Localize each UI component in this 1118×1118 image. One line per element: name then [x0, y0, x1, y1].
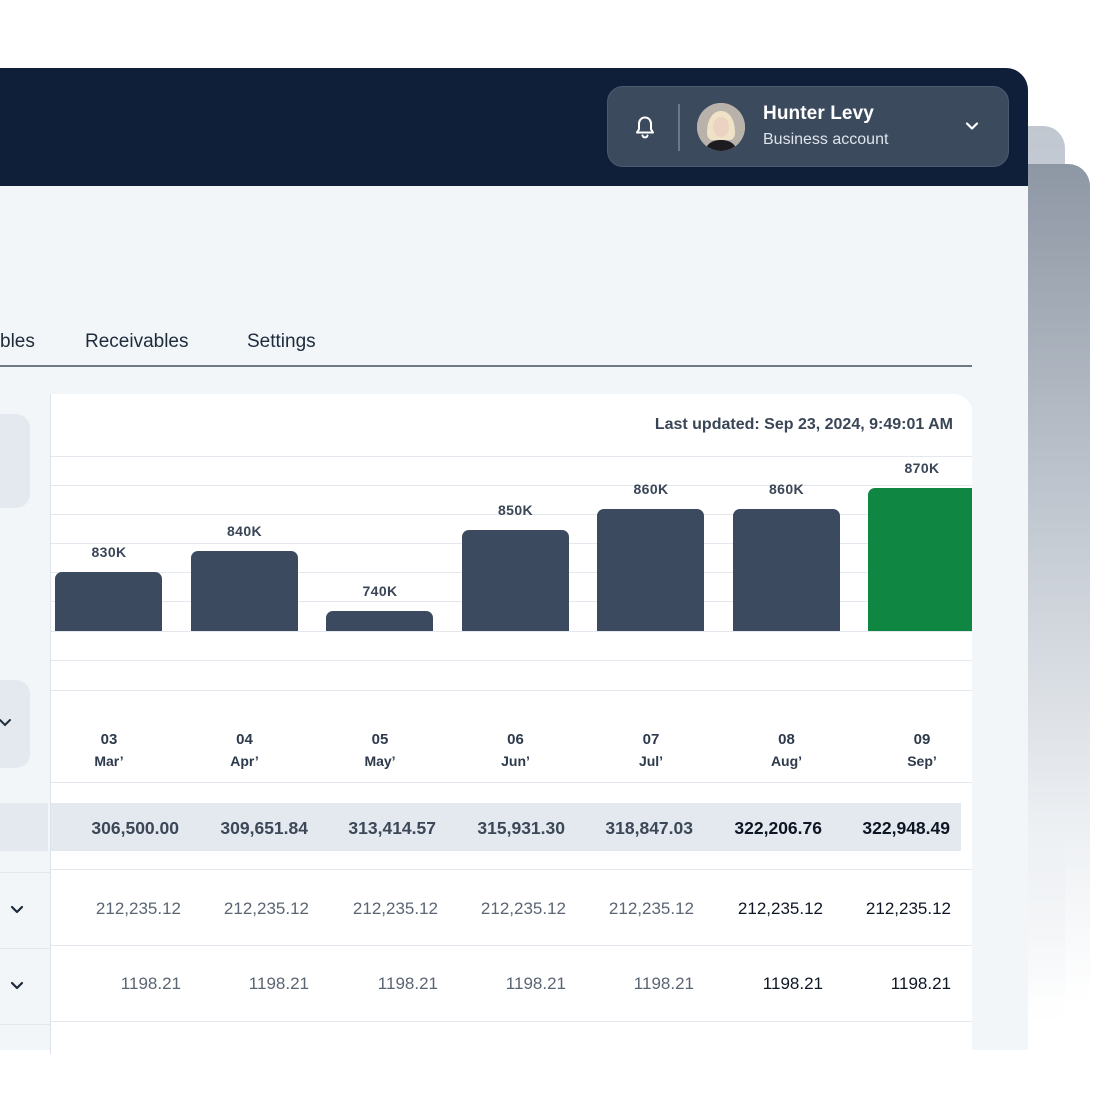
bar-7[interactable] [597, 509, 704, 631]
last-updated: Last updated: Sep 23, 2024, 9:49:01 AM [654, 416, 953, 433]
row-value: 1198.21 [762, 974, 823, 993]
month-column-header: 09 Sep’ [907, 731, 937, 769]
total-value: 322,206.76 [734, 818, 822, 838]
bar-3[interactable] [55, 572, 162, 631]
totals-row [51, 803, 961, 851]
bar-5[interactable] [326, 611, 433, 631]
total-value: 306,500.00 [91, 818, 179, 838]
bar-8[interactable] [732, 509, 840, 631]
row-value: 212,235.12 [608, 899, 694, 918]
row-value: 212,235.12 [95, 899, 181, 918]
tab-settings[interactable]: Settings [247, 331, 316, 352]
row-value: 1198.21 [248, 974, 309, 993]
total-value: 318,847.03 [605, 818, 693, 838]
row-value: 1198.21 [120, 974, 181, 993]
tab-receivables[interactable]: Receivables [85, 331, 189, 352]
table-separator [51, 945, 972, 946]
expand-row-chevron-icon[interactable] [10, 979, 24, 993]
top-bar: Hunter Levy Business account [0, 68, 1028, 186]
month-column-header: 05 May’ [364, 731, 396, 769]
side-separator [0, 948, 50, 949]
row-value: 212,235.12 [865, 899, 951, 918]
total-value: 322,948.49 [862, 818, 950, 838]
cashflow-card: Last updated: Sep 23, 2024, 9:49:01 AM 8… [50, 394, 972, 1054]
row-value: 1198.21 [890, 974, 951, 993]
gridline [51, 456, 972, 457]
side-separator [0, 872, 50, 873]
table-separator [51, 782, 972, 783]
bar-value-label: 860K [633, 481, 669, 498]
side-row-total [0, 803, 48, 851]
tab-payables[interactable]: bles [0, 331, 35, 352]
table-separator [51, 1021, 972, 1022]
gridline [51, 660, 972, 661]
month-column-header: 08 Aug’ [770, 731, 803, 769]
profile-menu[interactable]: Hunter Levy Business account [607, 86, 1009, 167]
chevron-down-icon[interactable] [964, 118, 980, 134]
chevron-down-icon [0, 719, 11, 727]
month-column-header: 04 Apr’ [230, 731, 259, 769]
gridline [51, 514, 972, 515]
bar-value-label: 840K [226, 523, 263, 540]
bar-value-label: 740K [362, 583, 398, 599]
total-value: 309,651.84 [220, 818, 308, 838]
row-value: 212,235.12 [223, 899, 309, 918]
row-value: 212,235.12 [737, 899, 823, 918]
bar-value-label: 870K [904, 460, 940, 477]
bar-9[interactable] [868, 488, 972, 631]
month-column-header: 03 Mar’ [94, 731, 124, 769]
bar-value-label: 850K [497, 502, 534, 519]
row-value: 1198.21 [505, 974, 566, 993]
side-separator [0, 1024, 50, 1025]
bar-value-label: 860K [768, 481, 805, 498]
avatar[interactable] [697, 103, 745, 151]
bar-value-label: 830K [91, 544, 127, 561]
baseline [51, 631, 972, 632]
month-column-header: 07 Jul’ [638, 731, 664, 769]
gridline [51, 485, 972, 486]
bar-4[interactable] [190, 551, 298, 631]
row-value: 1198.21 [377, 974, 438, 993]
table-separator [51, 869, 972, 870]
profile-name: Hunter Levy [763, 103, 874, 124]
gridline [51, 690, 972, 691]
row-value: 212,235.12 [352, 899, 438, 918]
month-column-header: 06 Jun’ [501, 731, 530, 769]
side-panel-card[interactable] [0, 414, 30, 508]
bell-icon[interactable] [634, 115, 656, 139]
row-value: 1198.21 [633, 974, 694, 993]
tab-underline [0, 365, 972, 367]
row-value: 212,235.12 [480, 899, 566, 918]
profile-divider [678, 104, 680, 151]
total-value: 315,931.30 [477, 818, 565, 838]
profile-account-type: Business account [763, 131, 889, 148]
side-panel-dropdown[interactable] [0, 680, 30, 768]
expand-row-chevron-icon[interactable] [10, 903, 24, 917]
bar-6[interactable] [461, 530, 569, 631]
total-value: 313,414.57 [348, 818, 436, 838]
